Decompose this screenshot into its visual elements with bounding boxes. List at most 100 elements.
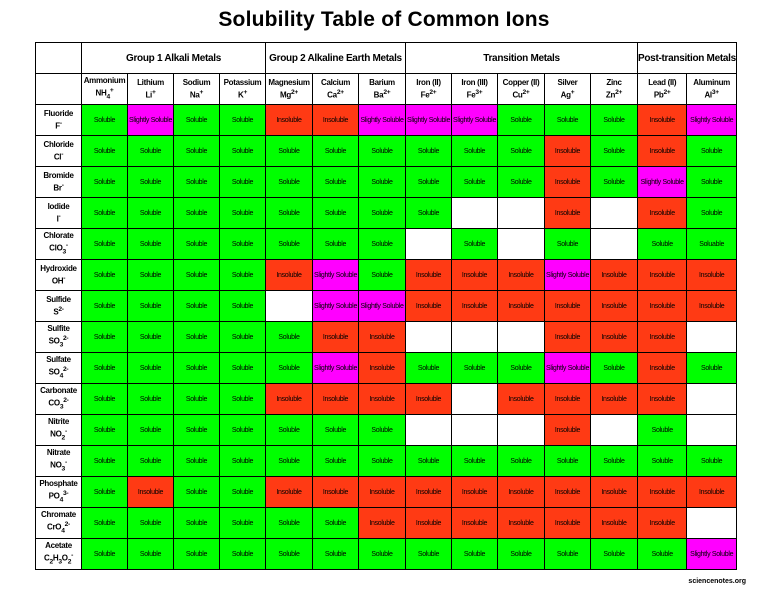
solubility-cell: Soluble	[219, 383, 266, 415]
solubility-cell: Insoluble	[686, 476, 737, 508]
cation-name: Iron (II)	[416, 77, 441, 87]
anion-name: Fluoride	[43, 108, 74, 118]
solubility-cell: Soluble	[265, 538, 313, 570]
table-row-fluoride: Fluoride F- Soluble Slightly Soluble Soluble…	[35, 104, 737, 136]
solubility-cell: Soluble	[127, 290, 174, 322]
solubility-cell: Soluble	[312, 538, 359, 570]
solubility-cell: Soluble	[636, 445, 688, 477]
solubility-cell: Soluble	[312, 135, 359, 167]
solubility-cell: Insoluble	[590, 290, 638, 322]
solubility-cell: Slightly Soluble	[686, 104, 737, 136]
solubility-cell: Slightly Soluble	[544, 352, 591, 384]
solubility-cell: Soluble	[127, 321, 174, 353]
solubility-cell: Soluble	[358, 197, 406, 229]
anion-name: Phosphate	[39, 478, 78, 488]
solubility-cell: Soluble	[451, 538, 498, 570]
solubility-table: Group 1 Alkali Metals Group 2 Alkaline Ea…	[35, 42, 737, 570]
solubility-cell: Soluble	[544, 538, 591, 570]
solubility-cell: Soluble	[219, 259, 266, 291]
solubility-cell: Slightly Soluble	[127, 104, 174, 136]
solubility-cell: Soluble	[127, 445, 174, 477]
solubility-cell: Insoluble	[544, 197, 591, 229]
solubility-cell: Insoluble	[451, 476, 498, 508]
solubility-cell: Insoluble	[265, 383, 313, 415]
anion-name: Iodide	[47, 201, 70, 211]
solubility-cell: Soluble	[81, 538, 128, 570]
solubility-cell: Insoluble	[405, 476, 452, 508]
solubility-cell: Soluble	[127, 259, 174, 291]
solubility-cell: Insoluble	[544, 290, 591, 322]
solubility-cell: Insoluble	[312, 476, 359, 508]
solubility-cell: Slightly Soluble	[405, 104, 452, 136]
solubility-cell: Soluble	[451, 228, 498, 260]
solubility-cell	[497, 228, 545, 260]
page-title: Solubility Table of Common Ions	[218, 8, 550, 31]
solubility-cell: Soluble	[265, 135, 313, 167]
solubility-cell: Soluble	[219, 290, 266, 322]
solubility-cell: Insoluble	[312, 321, 359, 353]
solubility-cell: Insoluble	[544, 321, 591, 353]
anion-formula: SO32-	[48, 334, 69, 349]
solubility-cell: Insoluble	[127, 476, 174, 508]
solubility-cell: Soluble	[686, 197, 737, 229]
anion-header-iodide: Iodide I-	[35, 197, 82, 229]
cation-header-zinc: Zinc Zn2+	[590, 73, 638, 105]
solubility-cell: Insoluble	[405, 259, 452, 291]
solubility-cell: Insoluble	[590, 476, 638, 508]
solubility-cell: Soluble	[81, 507, 128, 539]
solubility-cell: Soluble	[686, 445, 737, 477]
cation-formula: Mg2+	[280, 88, 298, 100]
solubility-cell: Soluble	[497, 135, 545, 167]
table-row-sulfide: Sulfide S2- Soluble Soluble Soluble Soluble Sl…	[35, 290, 737, 322]
solubility-cell	[590, 197, 638, 229]
solubility-cell: Insoluble	[358, 352, 406, 384]
solubility-cell: Insoluble	[636, 352, 688, 384]
solubility-cell: Slightly Soluble	[358, 104, 406, 136]
solubility-cell: Insoluble	[590, 321, 638, 353]
table-row-acetate: Acetate C2H3O2- Soluble Soluble Soluble Solub…	[35, 538, 737, 570]
solubility-cell: Soluble	[173, 321, 220, 353]
solubility-cell: Soluble	[358, 259, 406, 291]
cation-name: Silver	[557, 77, 578, 87]
solubility-cell	[686, 321, 737, 353]
solubility-cell: Soluble	[451, 166, 498, 198]
anion-name: Sulfide	[46, 294, 71, 304]
solubility-cell: Soluble	[497, 104, 545, 136]
solubility-cell: Insoluble	[358, 476, 406, 508]
solubility-cell: Soluble	[636, 414, 688, 446]
cation-formula: Ba2+	[373, 88, 391, 100]
solubility-cell: Soluble	[127, 197, 174, 229]
solubility-cell: Insoluble	[636, 259, 688, 291]
solubility-cell: Insoluble	[265, 476, 313, 508]
solubility-cell: Insoluble	[636, 476, 688, 508]
solubility-cell: Soluble	[451, 352, 498, 384]
solubility-cell: Soluble	[127, 507, 174, 539]
anion-header-sulfate: Sulfate SO42-	[35, 352, 82, 384]
cation-header-lithium: Lithium Li+	[127, 73, 174, 105]
solubility-cell: Insoluble	[686, 259, 737, 291]
solubility-cell: Soluble	[219, 166, 266, 198]
solubility-cell: Soluble	[312, 507, 359, 539]
solubility-cell	[686, 383, 737, 415]
anion-header-nitrate: Nitrate NO3-	[35, 445, 82, 477]
cation-name: Zinc	[606, 77, 622, 87]
solubility-cell: Soluble	[173, 414, 220, 446]
anion-formula: ClO3-	[49, 241, 68, 256]
cation-name: Sodium	[182, 77, 211, 87]
cation-header-ammonium: Ammonium NH4+	[81, 73, 128, 105]
solubility-cell: Slightly Soluble	[451, 104, 498, 136]
anion-formula: NO3-	[50, 458, 67, 473]
solubility-cell: Soluble	[219, 135, 266, 167]
solubility-cell: Insoluble	[265, 259, 313, 291]
solubility-cell: Soluble	[173, 259, 220, 291]
solubility-cell: Soluble	[219, 445, 266, 477]
solubility-cell: Insoluble	[636, 321, 688, 353]
solubility-cell: Soluble	[173, 476, 220, 508]
anion-formula: Br-	[53, 181, 64, 193]
cation-header-copper-ii: Copper (II) Cu2+	[497, 73, 545, 105]
group-header-group-1-alkali-metals: Group 1 Alkali Metals	[81, 42, 266, 74]
solubility-cell: Insoluble	[358, 507, 406, 539]
solubility-cell: Insoluble	[636, 104, 688, 136]
solubility-cell: Soluble	[312, 166, 359, 198]
anion-name: Chloride	[43, 139, 74, 149]
